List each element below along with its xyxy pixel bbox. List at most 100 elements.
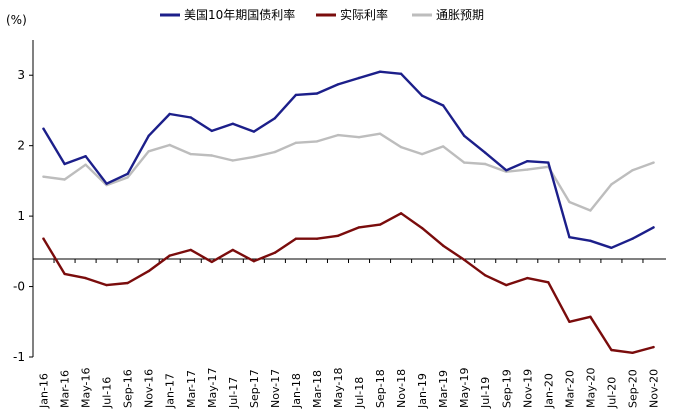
series-line-0 [42,70,655,250]
series-1-point [484,274,487,277]
series-1-point [105,283,108,287]
series-1-point [420,226,424,230]
series-0-point [336,83,340,86]
x-tick-label: Nov-17 [269,369,282,408]
y-tick-label: -1 [13,350,25,364]
series-2-point [463,161,466,164]
series-1-point [526,276,529,280]
series-lines [42,70,655,354]
series-1-point [252,260,256,263]
x-tick-label: Jan-18 [290,373,303,409]
series-1-point [547,281,550,284]
series-0-point [505,169,508,172]
series-0-point [231,122,234,126]
series-line-2 [42,132,655,212]
x-tick-label: Jul-18 [353,377,366,409]
series-1-point [336,234,340,237]
series-1-point [631,351,634,354]
series-0-point [168,112,171,116]
y-tick-label: 2 [17,139,25,153]
x-tick-label: May-18 [332,367,345,408]
series-2-point [147,150,150,153]
series-1-point [84,276,87,280]
series-1-point [210,260,213,264]
series-1-point [168,254,171,257]
x-tick-label: Sep-20 [626,369,639,408]
x-tick-label: Mar-16 [59,370,72,408]
series-0-point [273,117,277,120]
x-tick-label: Jan-17 [164,373,177,409]
y-tick-label: 3 [17,68,25,82]
series-0-point [252,130,256,133]
series-0-point [420,94,424,97]
y-tick-label: 1 [17,209,25,223]
x-tick-label: Jul-17 [227,377,240,409]
series-0-point [189,116,192,119]
series-2-point [399,145,403,149]
series-0-point [147,134,150,137]
x-tick-label: Sep-17 [248,369,261,408]
series-0-point [357,76,361,80]
series-1-point [399,212,403,215]
series-0-point [210,129,213,133]
series-2-point [420,152,424,156]
series-1-point [610,348,613,352]
series-2-point [294,141,298,144]
series-2-point [252,155,256,159]
series-2-point [631,169,634,172]
x-tick-label: Jul-19 [479,377,492,409]
x-tick-label: May-19 [458,367,471,408]
series-1-point [63,272,66,276]
series-0-point [399,72,403,76]
series-0-point [42,127,45,130]
y-ticks: -1 -0 1 2 3 [13,68,33,364]
x-tick-label: Sep-16 [122,369,135,408]
y-tick-label: -0 [13,280,25,294]
series-1-point [147,269,150,273]
y-unit-label: (%) [6,13,27,27]
x-tick-label: Mar-17 [185,370,198,408]
series-1-point [294,237,298,240]
series-2-point [378,132,382,135]
series-1-point [652,345,655,349]
series-0-point [315,92,319,95]
x-tick-label: Mar-18 [311,370,324,408]
series-1-point [463,258,466,261]
x-tick-label: May-16 [80,367,93,408]
series-1-point [273,251,277,254]
series-2-point [589,209,592,212]
series-2-point [315,140,319,143]
series-2-point [610,183,613,186]
series-2-point [273,150,277,154]
series-2-point [168,143,171,147]
series-0-point [63,162,66,166]
series-1-point [505,283,508,287]
x-tick-label: Sep-18 [374,369,387,408]
x-tick-label: Jul-16 [101,377,114,409]
series-2-point [357,136,361,139]
series-0-point [105,182,108,185]
series-1-point [42,237,45,240]
series-2-point [526,168,529,171]
series-2-point [652,161,655,164]
series-2-point [63,178,66,181]
series-2-point [42,175,45,178]
series-0-point [547,161,550,164]
legend-label: 实际利率 [340,7,388,22]
series-2-point [126,176,129,179]
series-2-point [231,159,234,162]
series-1-point [378,223,382,226]
series-0-point [126,172,129,175]
series-0-point [442,104,445,107]
series-2-point [336,133,340,137]
series-line-1 [42,212,655,354]
x-tick-label: Nov-18 [395,369,408,408]
series-0-point [484,151,487,154]
series-2-point [568,200,571,204]
x-tick-label: Jan-16 [38,373,51,409]
series-0-point [568,236,571,239]
series-2-point [442,145,445,148]
x-tick-label: May-17 [206,367,219,408]
series-0-point [589,239,592,242]
